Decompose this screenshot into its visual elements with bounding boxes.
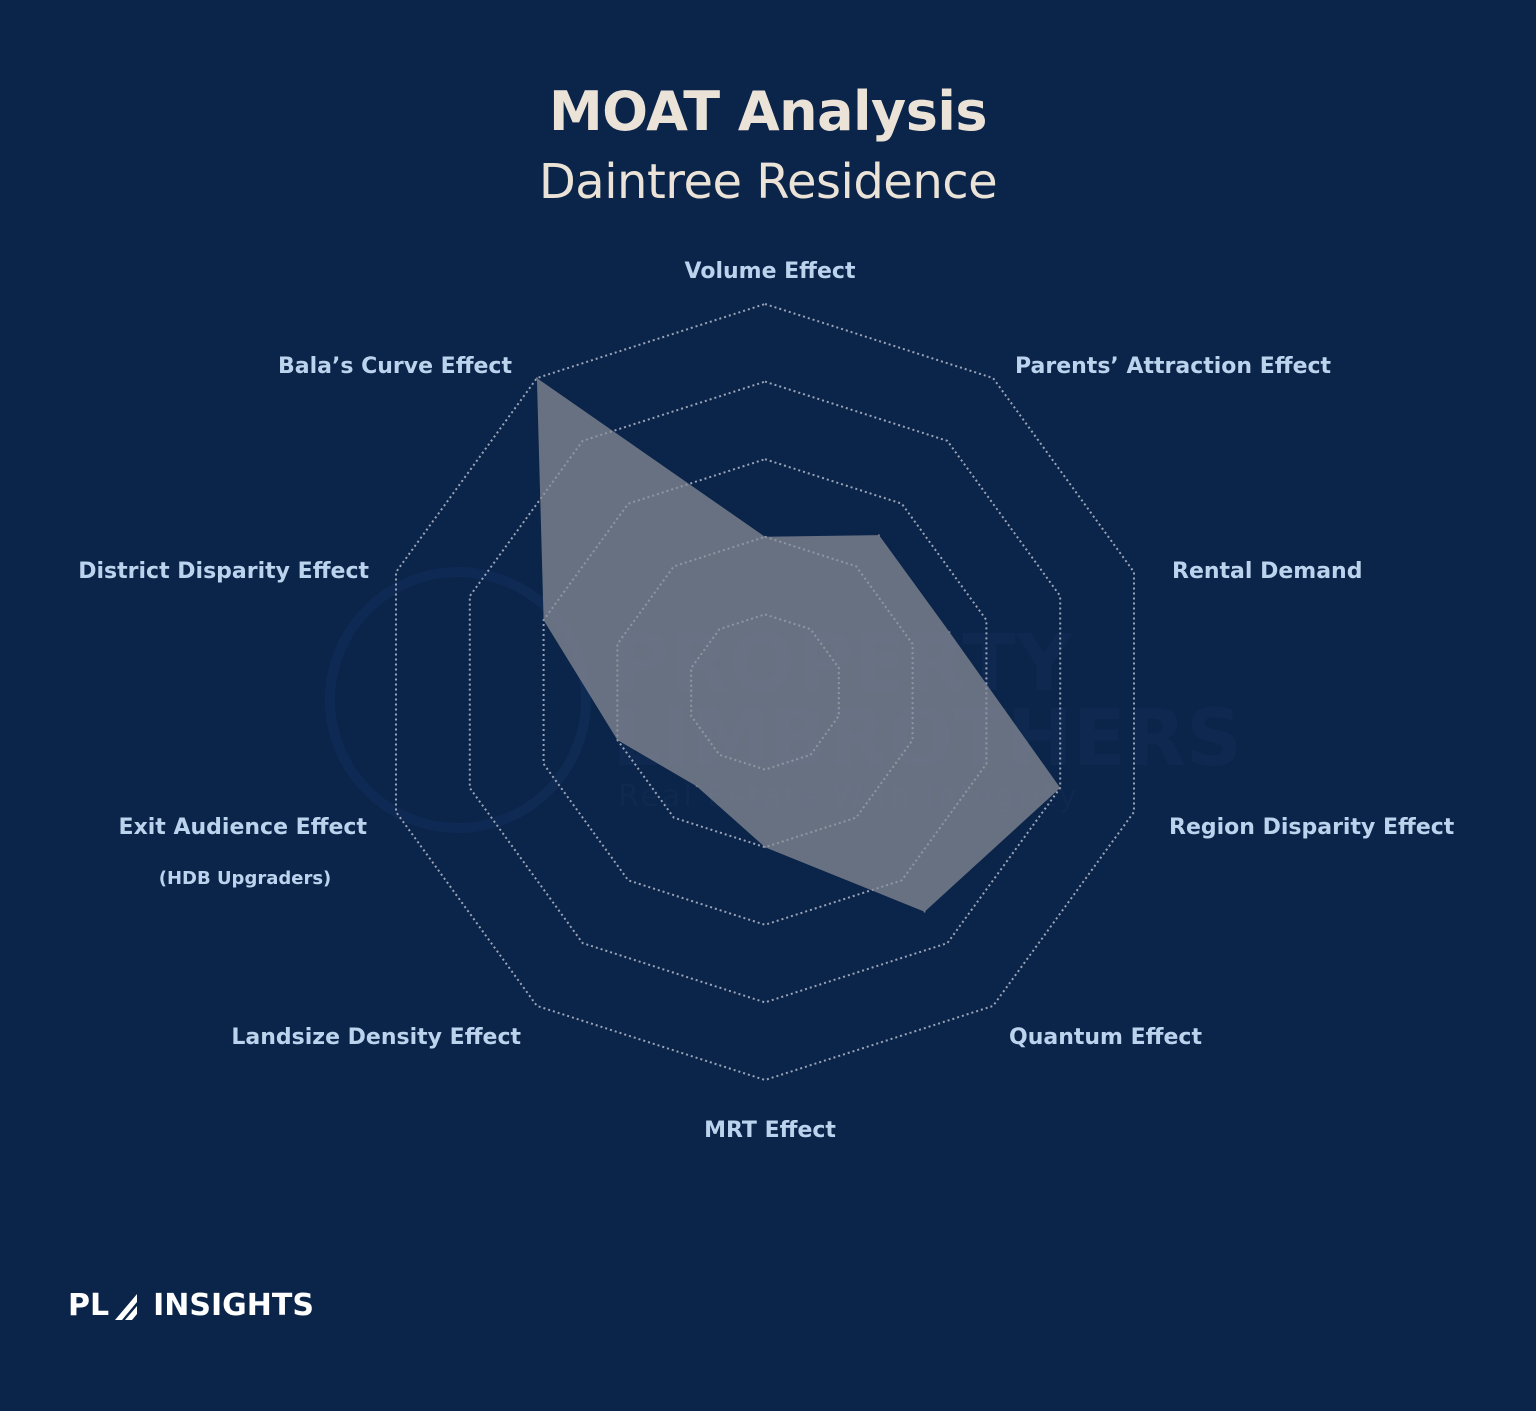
axis-label-1: Volume Effect — [685, 259, 856, 284]
chart-subtitle: Daintree Residence — [538, 154, 998, 210]
data-point-8 — [616, 739, 619, 741]
axis-labels: Volume Effect Parents’ Attraction Effect R… — [78, 259, 1455, 1143]
data-point-2 — [878, 534, 880, 537]
axis-label-10: Bala’s Curve Effect — [278, 354, 513, 379]
radar-data-layer — [535, 377, 1062, 913]
data-point-7 — [695, 785, 698, 788]
axis-label-6: MRT Effect — [704, 1118, 836, 1143]
data-point-5 — [923, 910, 926, 913]
axis-label-3: Rental Demand — [1172, 559, 1362, 584]
data-point-6 — [764, 846, 766, 849]
brand-left: PL — [68, 1288, 110, 1323]
brand-right: INSIGHTS — [153, 1288, 314, 1323]
axis-label-2: Parents’ Attraction Effect — [1015, 354, 1332, 379]
data-point-10 — [535, 377, 538, 380]
axis-label-4: Region Disparity Effect — [1169, 815, 1455, 840]
data-point-9 — [542, 619, 545, 622]
axis-label-8: Exit Audience Effect — [119, 815, 368, 840]
chart-title: MOAT Analysis — [548, 80, 988, 143]
data-point-3 — [948, 631, 951, 634]
data-point-4 — [1059, 786, 1062, 789]
axis-label-7: Landsize Density Effect — [231, 1025, 521, 1050]
data-polygon — [536, 378, 1061, 912]
brand-logo: PL INSIGHTS — [68, 1288, 314, 1323]
axis-sublabel-8: (HDB Upgraders) — [159, 868, 332, 889]
axis-label-5: Quantum Effect — [1009, 1025, 1202, 1050]
data-point-1 — [764, 535, 766, 538]
axis-label-9: District Disparity Effect — [78, 559, 369, 584]
brand-mark-icon — [115, 1293, 138, 1320]
watermark-logo-circle — [325, 567, 591, 833]
